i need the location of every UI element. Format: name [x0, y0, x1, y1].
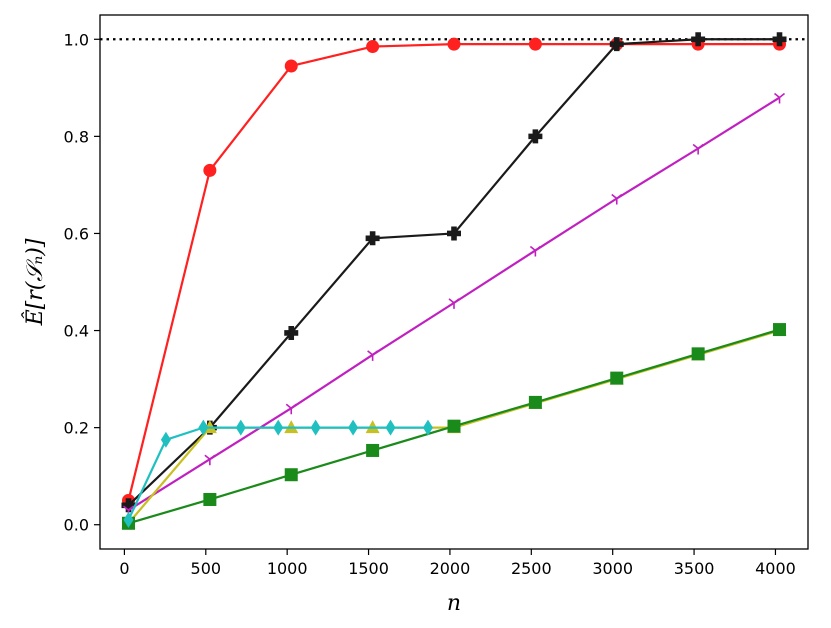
y-axis: 0.0 0.2 0.4 0.6 0.8 1.0: [64, 30, 100, 535]
series: [122, 92, 786, 517]
data-point: [365, 231, 380, 246]
data-point: [447, 226, 462, 241]
data-point: [448, 298, 460, 309]
data-point: [447, 419, 461, 433]
data-point: [528, 37, 542, 51]
data-point: [609, 37, 624, 52]
data-point: [367, 350, 379, 361]
data-point: [203, 492, 217, 506]
data-point: [691, 32, 706, 47]
x-tick-label: 2500: [511, 559, 552, 578]
series-layer: [121, 32, 787, 530]
data-point: [773, 323, 787, 337]
x-tick-label: 1000: [267, 559, 308, 578]
data-point: [160, 431, 171, 448]
x-tick-label: 4000: [755, 559, 796, 578]
data-point: [366, 443, 380, 457]
data-point: [310, 419, 321, 436]
y-tick-label: 0.4: [64, 322, 89, 341]
data-point: [692, 143, 704, 155]
data-point: [284, 59, 298, 73]
data-point: [691, 347, 705, 361]
y-tick-label: 0.6: [64, 224, 89, 243]
x-tick-label: 0: [119, 559, 129, 578]
x-tick-label: 1500: [348, 559, 389, 578]
x-axis: 0 500 1000 1500 2000 2500 3000 3500 4000: [119, 549, 796, 578]
data-point: [235, 419, 246, 436]
plot-frame: [99, 14, 809, 550]
data-point: [528, 395, 542, 409]
data-point: [121, 498, 136, 513]
data-point: [385, 419, 396, 436]
data-point: [204, 454, 216, 466]
data-point: [610, 371, 624, 385]
y-tick-label: 1.0: [64, 30, 89, 49]
data-point: [284, 468, 298, 482]
y-tick-label: 0.2: [64, 419, 89, 438]
data-point: [123, 511, 134, 528]
x-tick-label: 3000: [592, 559, 633, 578]
data-point: [273, 419, 284, 436]
y-axis-label: Ê[r(𝒮ₙ)]: [21, 238, 48, 326]
data-point: [611, 193, 623, 205]
data-point: [529, 245, 541, 257]
x-axis-label: n: [447, 591, 461, 616]
plot-area: [100, 15, 808, 549]
data-point: [447, 37, 461, 51]
data-point: [366, 40, 380, 54]
data-point: [284, 325, 299, 340]
data-point: [198, 419, 209, 436]
data-point: [774, 92, 786, 104]
series: [123, 419, 433, 528]
x-tick-label: 500: [191, 559, 222, 578]
data-point: [203, 163, 217, 177]
y-tick-label: 0.8: [64, 127, 89, 146]
y-tick-label: 0.0: [64, 516, 89, 535]
data-point: [348, 419, 359, 436]
x-tick-label: 2000: [430, 559, 471, 578]
data-point: [772, 32, 787, 47]
data-point: [528, 129, 543, 144]
data-point: [285, 403, 297, 415]
x-tick-label: 3500: [674, 559, 715, 578]
data-point: [422, 419, 433, 436]
